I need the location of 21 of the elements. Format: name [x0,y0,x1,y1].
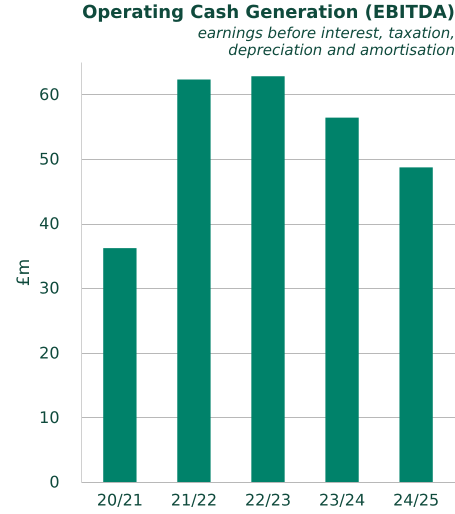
text: earnings before interest, taxation, [198,24,455,42]
bar [399,167,433,482]
y-tick-label: 20 [39,343,60,362]
y-tick-label: 50 [39,149,60,168]
y-tick-label: 0 [49,472,60,492]
x-tick-label: 21/22 [170,490,217,510]
x-tick-label: 22/23 [244,490,292,510]
chart-title: Operating Cash Generation (EBITDA) [82,2,455,23]
bar [103,248,137,482]
bar [177,79,211,482]
y-tick-label: 40 [39,214,60,234]
y-tick-label: 10 [39,408,60,427]
x-tick-label: 23/24 [319,490,366,510]
bar [325,118,359,482]
y-tick-label: 60 [39,84,60,104]
x-tick-label: 20/21 [96,490,143,510]
y-axis-title: £m [14,258,34,286]
y-tick-label: 30 [39,278,60,298]
x-tick-label: 24/25 [393,490,440,510]
text: depreciation and amortisation [228,41,455,59]
bar [251,76,285,482]
